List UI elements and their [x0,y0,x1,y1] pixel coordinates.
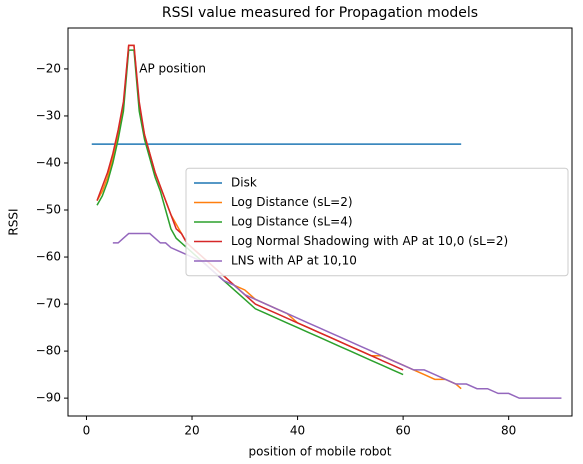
y-tick-label: −80 [36,344,61,358]
legend-label: Log Normal Shadowing with AP at 10,0 (sL… [231,234,508,248]
y-tick-label: −70 [36,297,61,311]
annotation: AP position [139,61,206,75]
legend-box [185,167,569,277]
x-axis-label: position of mobile robot [249,445,392,459]
plot-frame [67,27,573,417]
y-tick-label: −50 [36,203,61,217]
line-series [112,232,562,399]
y-tick-label: −90 [36,391,61,405]
y-tick-label: −20 [36,61,61,75]
legend-label: LNS with AP at 10,10 [231,254,357,268]
y-tick-label: −60 [36,250,61,264]
x-tick-label: 60 [395,424,410,438]
x-tick-label: 40 [290,424,305,438]
chart-title: RSSI value measured for Propagation mode… [162,5,478,21]
y-tick-label: −30 [36,108,61,122]
y-axis-label: RSSI [7,208,21,235]
x-tick-label: 80 [501,424,516,438]
x-tick-label: 0 [83,424,91,438]
x-tick-label: 20 [184,424,199,438]
legend-label: Disk [231,176,257,190]
y-tick-label: −40 [36,155,61,169]
legend-label: Log Distance (sL=2) [231,195,353,209]
legend-label: Log Distance (sL=4) [231,215,353,229]
